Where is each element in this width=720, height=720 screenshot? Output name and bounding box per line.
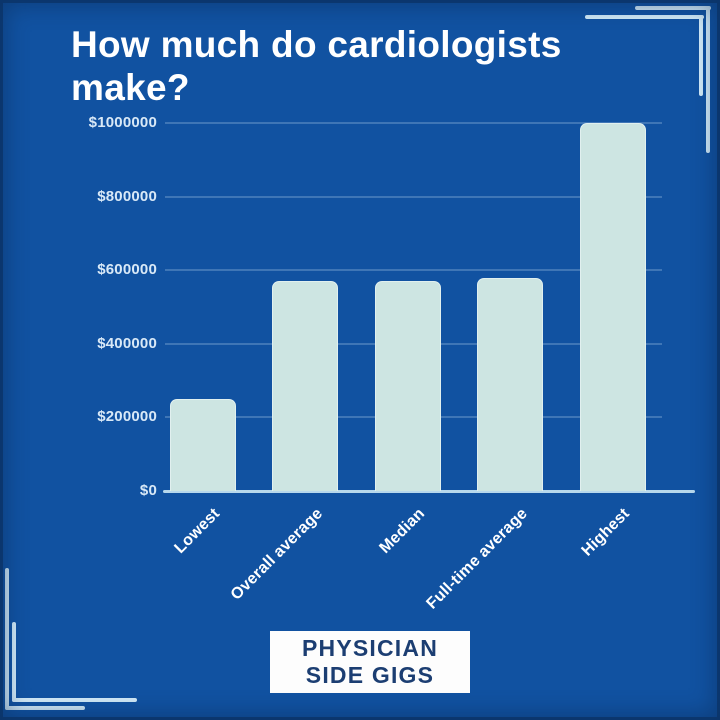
corner-bracket-top-right-inner-vertical: [699, 15, 703, 96]
corner-bracket-top-right-outer-horizontal: [635, 6, 711, 10]
bar-lowest: [169, 399, 236, 491]
x-tick-label: Full-time average: [423, 505, 531, 613]
logo-line-2: SIDE GIGS: [305, 662, 435, 688]
chart-title: How much do cardiologists make?: [71, 24, 562, 108]
y-tick-label: $0: [139, 482, 157, 499]
corner-bracket-bottom-left-inner-horizontal: [12, 698, 137, 702]
corner-bracket-top-right-inner-horizontal: [585, 15, 704, 19]
bar-highest: [579, 123, 646, 491]
y-tick-label: $200000: [97, 408, 157, 426]
logo-line-1: PHYSICIAN: [301, 634, 439, 661]
grid-line: [165, 269, 662, 272]
x-tick-label: Overall average: [227, 505, 326, 604]
corner-bracket-bottom-left-outer-horizontal: [5, 706, 85, 710]
y-tick-label: $1000000: [88, 114, 157, 131]
grid-line: [165, 195, 662, 198]
y-tick-label: $800000: [97, 187, 157, 205]
y-tick-label: $600000: [97, 261, 157, 279]
corner-bracket-bottom-left-outer-vertical: [5, 568, 9, 710]
bar-median: [374, 281, 441, 491]
x-tick-label: Highest: [578, 505, 634, 560]
x-axis-line: [163, 490, 695, 493]
corner-bracket-bottom-left-inner-vertical: [12, 622, 16, 702]
y-tick-label: $400000: [97, 334, 157, 352]
bar-overall-average: [272, 281, 338, 491]
corner-bracket-top-right-outer-vertical: [706, 6, 710, 153]
bar-full-time-average: [477, 277, 543, 491]
grid-line: [165, 122, 662, 124]
x-tick-label: Lowest: [171, 505, 224, 557]
physician-side-gigs-logo: PHYSICIAN SIDE GIGS: [270, 631, 470, 693]
x-tick-label: Median: [376, 505, 429, 557]
